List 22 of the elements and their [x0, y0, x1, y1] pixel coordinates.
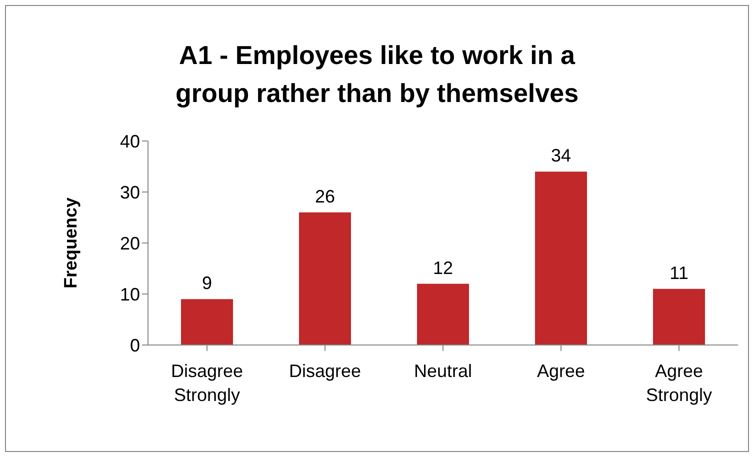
- y-tick-label: 40: [120, 131, 140, 152]
- bar: [299, 212, 351, 345]
- data-label: 12: [432, 258, 454, 278]
- x-tick-label: Agree Strongly: [646, 361, 712, 405]
- y-axis-title: Frequency: [60, 197, 80, 289]
- bar: [181, 299, 233, 345]
- x-tick-label: Disagree Strongly: [170, 361, 244, 405]
- y-tick-label: 10: [120, 284, 140, 304]
- x-tick-label: Disagree: [288, 361, 362, 381]
- bar: [535, 172, 587, 345]
- chart-title: A1 - Employees like to work in a group rather than by themselves: [174, 39, 580, 110]
- data-label: 34: [550, 146, 572, 166]
- y-tick-label: 20: [120, 233, 140, 254]
- data-label: 26: [314, 186, 336, 206]
- y-tick-label: 30: [120, 182, 140, 202]
- x-tick-label: Neutral: [414, 361, 472, 381]
- data-label: 9: [202, 273, 212, 294]
- y-tick-label: 0: [130, 335, 140, 356]
- x-tick-label: Agree: [536, 361, 586, 381]
- data-label: 11: [670, 262, 688, 283]
- bar: [653, 288, 705, 345]
- bar: [417, 284, 469, 345]
